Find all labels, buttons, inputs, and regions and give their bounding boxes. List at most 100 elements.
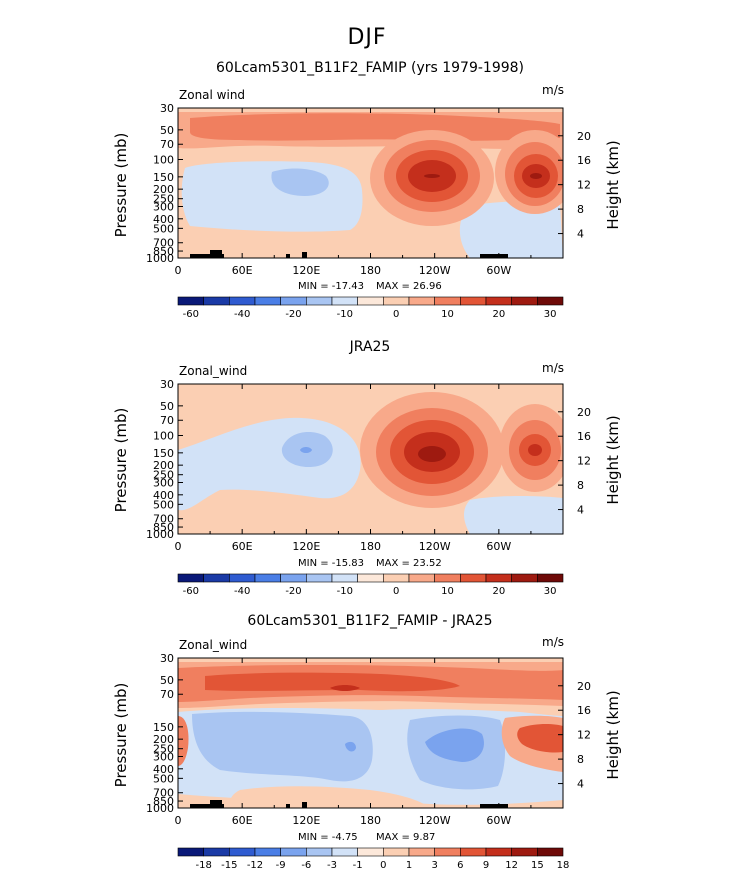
panel-1-max-label: MAX = 26.96 — [376, 281, 442, 292]
panel-1-colorbar-box — [460, 296, 487, 306]
panel-2-htick-label: 16 — [577, 430, 591, 443]
panel-1-units: m/s — [542, 83, 564, 97]
panel-1-colorbar-box — [306, 296, 333, 306]
panel-2-htick-label: 4 — [577, 504, 584, 517]
panel-2-colorbar: -60 -40 -20 -10 0 10 20 30 — [177, 573, 564, 597]
panel-2-right-axis: 4 8 12 16 20 — [558, 406, 591, 517]
panel-1-title: 60Lcam5301_B11F2_FAMIP (yrs 1979-1998) — [216, 60, 524, 76]
panel-2-ptick-label: 250 — [153, 469, 174, 482]
panel-1-colorbar-label: -20 — [285, 309, 301, 320]
panel-2-ptick-label: 30 — [160, 378, 174, 391]
panel-2-jet-pacific — [360, 392, 504, 508]
panel-2-jet-atlantic — [499, 404, 563, 492]
panel-1-colorbar-label: 10 — [441, 309, 454, 320]
panel-3-colorbar-box — [357, 847, 384, 857]
panel-1-colorbar-label: 0 — [393, 309, 399, 320]
panel-1-xtick-label: 120W — [419, 264, 451, 277]
panel-3-xtick-label: 0 — [175, 814, 182, 827]
panel-2-ptick-label: 50 — [160, 400, 174, 413]
panel-1-colorbar-box — [177, 296, 204, 306]
panel-2-colorbar-box — [331, 573, 358, 583]
panel-3-ylabel: Pressure (mb) — [112, 683, 130, 788]
panel-1-contour-negative-medium — [271, 168, 329, 196]
panel-3-colorbar-label: 12 — [505, 860, 518, 871]
panel-3-ptick-label: 250 — [153, 743, 174, 756]
panel-2-xtick-label: 0 — [175, 540, 182, 553]
panel-2-xtick-label: 120E — [292, 540, 320, 553]
panel-1-colorbar-box — [434, 296, 461, 306]
panel-3-colorbar-label: -3 — [327, 860, 337, 871]
panel-2-xtick-label: 120W — [419, 540, 451, 553]
panel-3-ptick-label: 50 — [160, 674, 174, 687]
panel-3-units: m/s — [542, 635, 564, 649]
panel-3-colorbar-box — [383, 847, 410, 857]
panel-1-left-string: Zonal wind — [179, 88, 245, 102]
panel-2-plot-area — [178, 384, 563, 534]
panel-2-colorbar-box — [203, 573, 230, 583]
panel-1-colorbar-box — [408, 296, 435, 306]
panel-3-title: 60Lcam5301_B11F2_FAMIP - JRA25 — [247, 613, 492, 629]
panel-2-max-label: MAX = 23.52 — [376, 558, 442, 569]
panel-3-htick-label: 4 — [577, 778, 584, 791]
panel-3-colorbar-box — [306, 847, 333, 857]
panel-1-topography — [190, 250, 508, 258]
panel-2-colorbar-label: -60 — [183, 586, 199, 597]
panel-2-colorbar-box — [408, 573, 435, 583]
panel-3-ptick-label: 500 — [153, 772, 174, 785]
panel-2-left-string: Zonal_wind — [179, 364, 247, 378]
panel-2-ptick-label: 100 — [153, 430, 174, 443]
panel-3-contour-upper-core — [330, 685, 360, 691]
panel-3-xtick-label: 60W — [486, 814, 511, 827]
panel-3-contour-positive-west-edge — [178, 716, 189, 766]
panel-1-colorbar-label: 30 — [544, 309, 557, 320]
panel-2-xtick-label: 180 — [360, 540, 381, 553]
panel-1-xtick-label: 60E — [232, 264, 253, 277]
panel-3-colorbar: -18 -15 -12 -9 -6 -3 -1 0 1 3 6 9 12 15 18 — [177, 847, 570, 871]
panel-1-ptick-label: 400 — [153, 213, 174, 226]
panel-1-htick-label: 20 — [577, 130, 591, 143]
panel-3-ylabel-right: Height (km) — [604, 690, 622, 779]
panel-3-htick-label: 16 — [577, 704, 591, 717]
panel-2-colorbar-box — [177, 573, 204, 583]
panel-3-htick-label: 20 — [577, 680, 591, 693]
panel-2-colorbar-box — [357, 573, 384, 583]
panel-3-colorbar-label: -1 — [353, 860, 363, 871]
panel-2-colorbar-label: -20 — [285, 586, 301, 597]
panel-3-colorbar-label: 3 — [431, 860, 437, 871]
panel-3-plot-area — [178, 658, 563, 808]
panel-3-ptick-label: 70 — [160, 688, 174, 701]
panel-3-ptick-label: 850 — [153, 795, 174, 808]
panel-1-xtick-label: 60W — [486, 264, 511, 277]
panel-3-colorbar-label: 0 — [380, 860, 386, 871]
panel-2-xtick-label: 60W — [486, 540, 511, 553]
panel-2-bottom-axis: 0 60E 120E 180 120W 60W — [175, 384, 532, 553]
panel-2-ptick-label: 1000 — [146, 528, 174, 541]
panel-3-colorbar-label: 15 — [531, 860, 544, 871]
season-title: DJF — [347, 25, 386, 50]
panel-3-xtick-label: 120W — [419, 814, 451, 827]
panel-3-colorbar-box — [331, 847, 358, 857]
panel-1-ptick-label: 300 — [153, 200, 174, 213]
panel-3-contour-negative-medium-west — [192, 711, 373, 782]
panel-3-ptick-label: 1000 — [146, 802, 174, 815]
panel-1-htick-label: 12 — [577, 179, 591, 192]
panel-3-max-label: MAX = 9.87 — [376, 832, 435, 843]
panel-3-colorbar-box — [460, 847, 487, 857]
panel-2-units: m/s — [542, 361, 564, 375]
panel-1-htick-label: 4 — [577, 228, 584, 241]
panel-1-htick-label: 8 — [577, 203, 584, 216]
panel-3-colorbar-box — [408, 847, 435, 857]
panel-1-contour-negative-eastpacific — [459, 201, 563, 258]
panel-3-ptick-label: 700 — [153, 787, 174, 800]
panel-2-colorbar-box — [280, 573, 307, 583]
panel-3-colorbar-box — [434, 847, 461, 857]
panel-3-colorbar-box — [280, 847, 307, 857]
panel-3-colorbar-label: 6 — [457, 860, 463, 871]
panel-3-topography — [190, 800, 508, 808]
panel-3-colorbar-label: -18 — [195, 860, 211, 871]
panel-3-colorbar-label: 18 — [557, 860, 570, 871]
panel-3-colorbar-label: -15 — [221, 860, 237, 871]
panel-1-colorbar-box — [229, 296, 256, 306]
panel-3-colorbar-label: 9 — [483, 860, 489, 871]
panel-3-htick-label: 12 — [577, 729, 591, 742]
